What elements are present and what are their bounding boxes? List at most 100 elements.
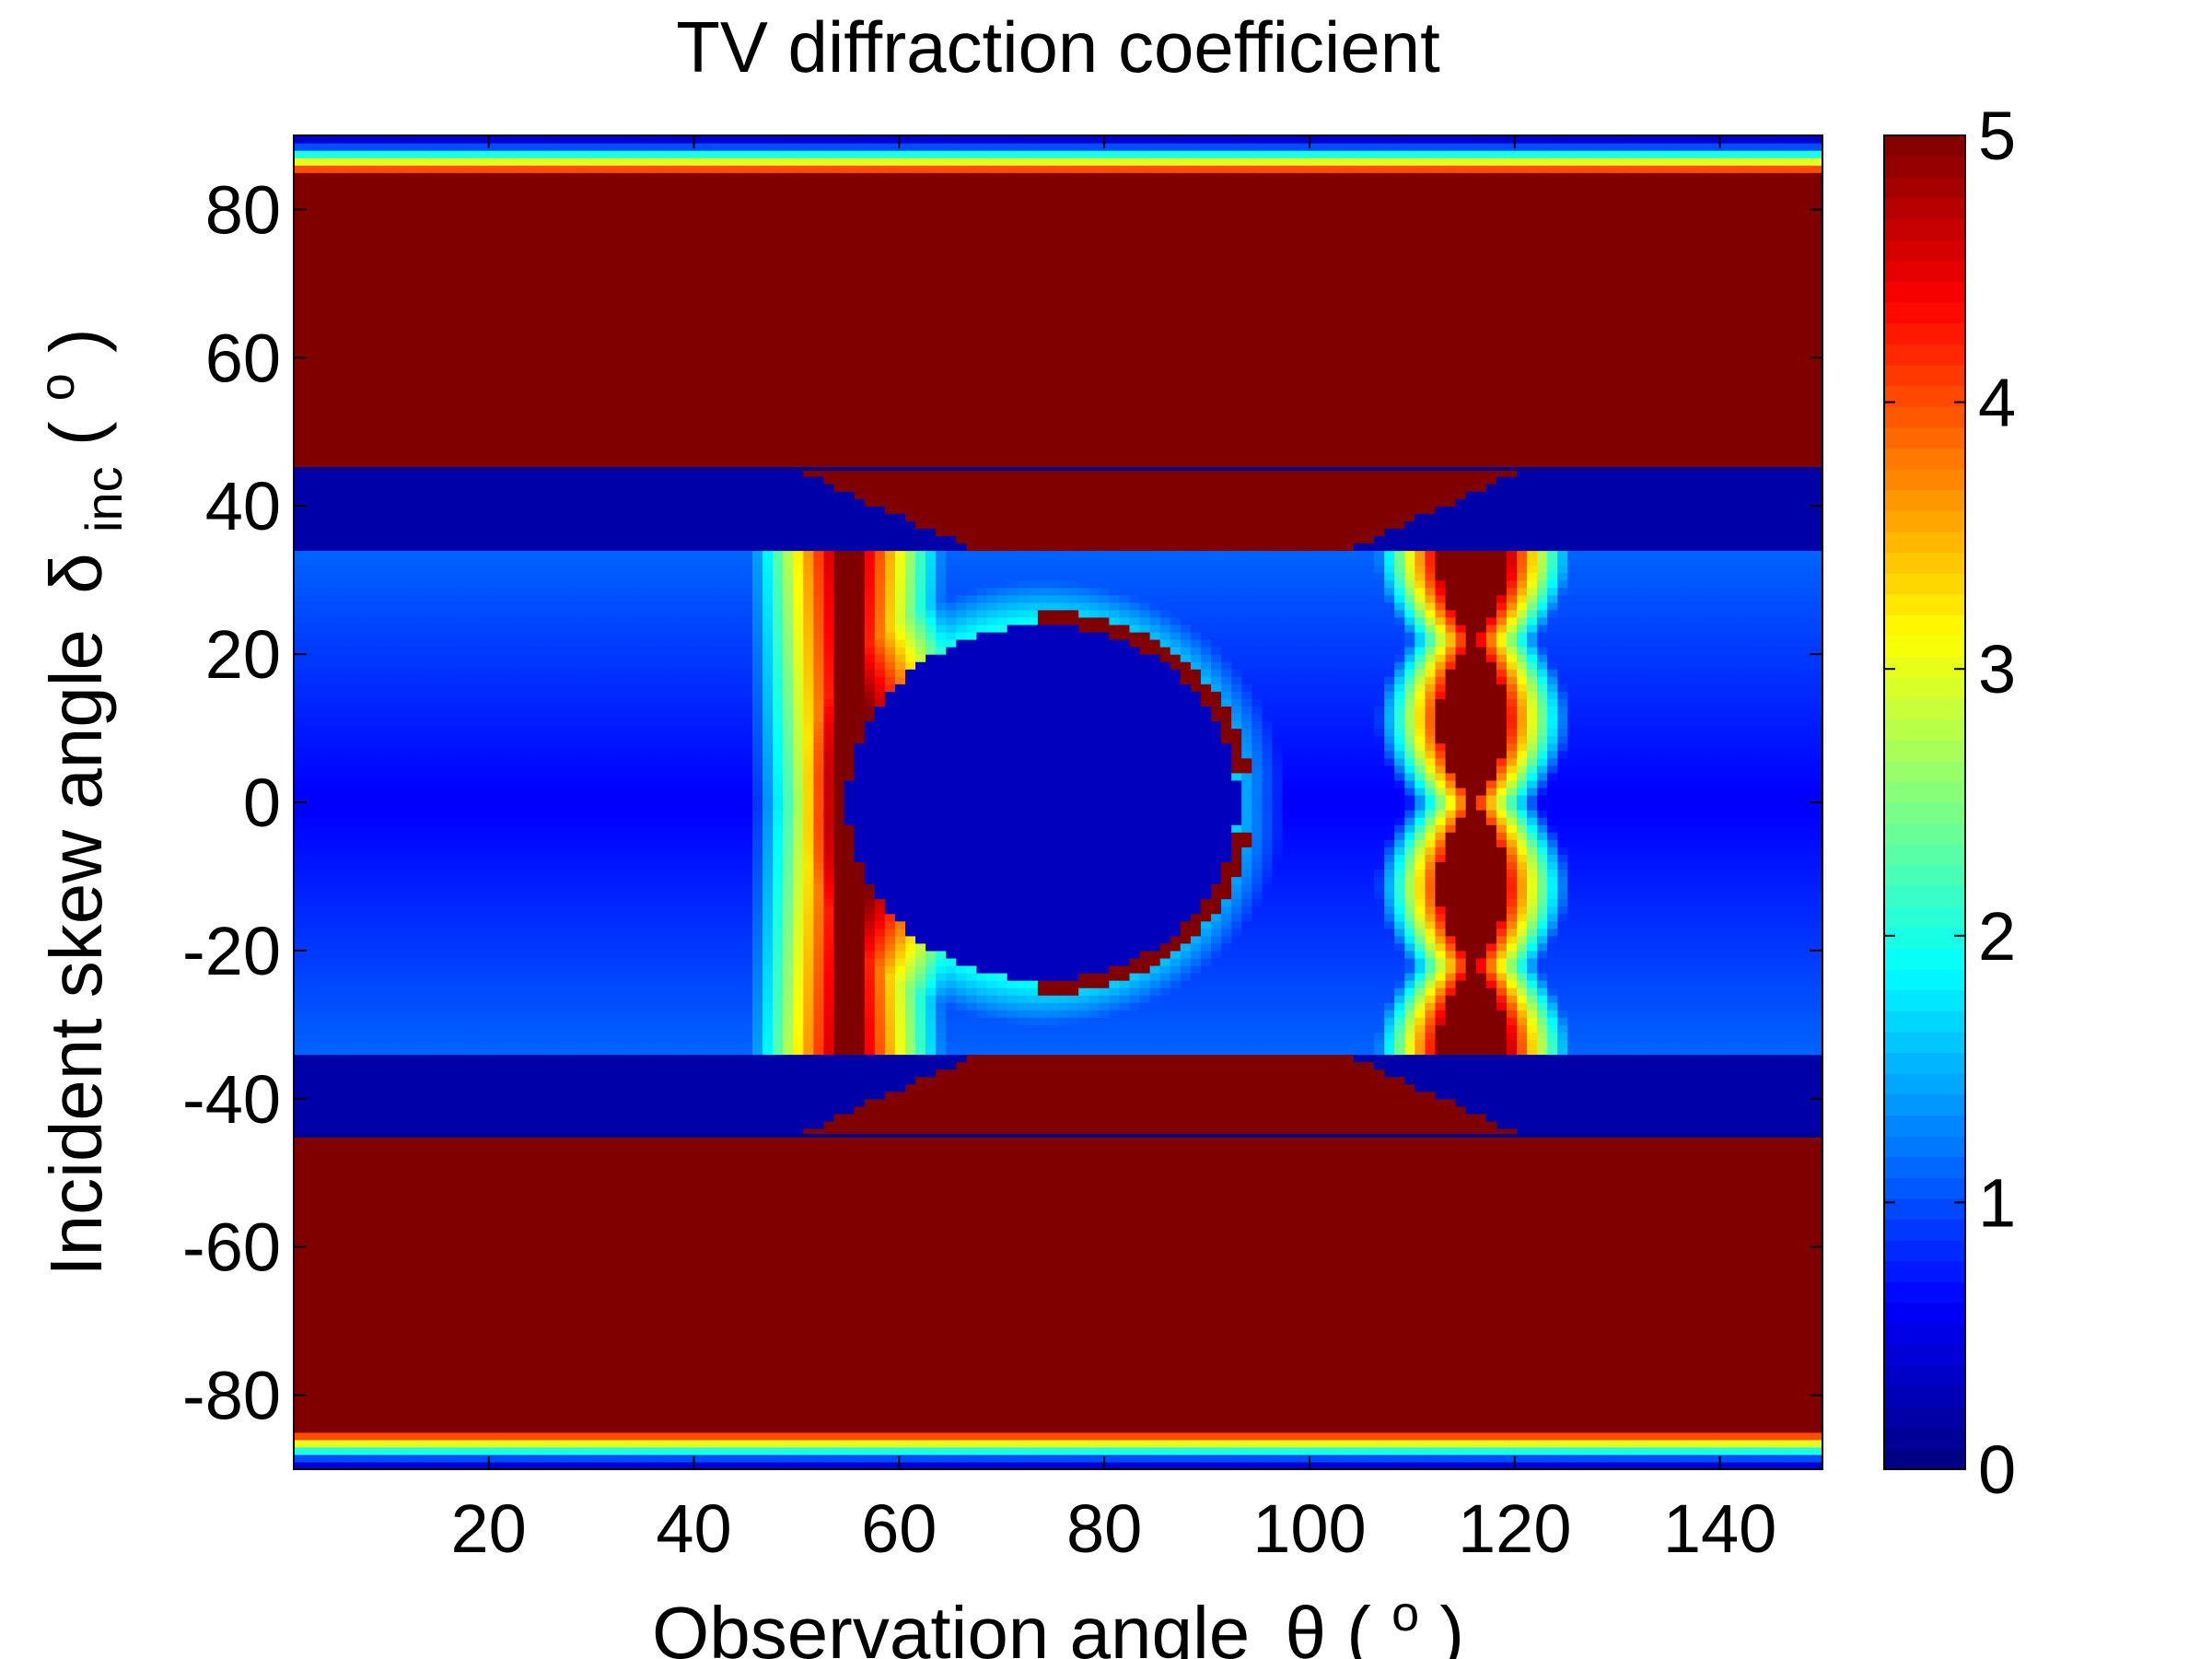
heatmap-cell [385, 691, 397, 699]
heatmap-cell [568, 987, 580, 996]
heatmap-cell [395, 1298, 407, 1307]
heatmap-cell [457, 1439, 468, 1448]
heatmap-cell [528, 765, 540, 774]
heatmap-cell [558, 802, 570, 811]
heatmap-cell [385, 1409, 397, 1419]
heatmap-cell [518, 246, 530, 255]
heatmap-cell [355, 150, 367, 158]
heatmap-cell [405, 602, 417, 611]
heatmap-cell [385, 290, 397, 299]
heatmap-cell [497, 1046, 508, 1056]
heatmap-cell [294, 602, 305, 611]
heatmap-cell [467, 1217, 478, 1226]
heatmap-cell [528, 1454, 540, 1463]
heatmap-cell [538, 810, 550, 818]
heatmap-cell [436, 779, 448, 789]
heatmap-cell [568, 1306, 580, 1314]
heatmap-cell [385, 1336, 397, 1344]
heatmap-cell [487, 409, 498, 418]
heatmap-cell [467, 446, 478, 455]
heatmap-cell [334, 1246, 345, 1256]
heatmap-cell [548, 431, 560, 440]
heatmap-cell [324, 268, 335, 277]
heatmap-cell [304, 676, 315, 684]
heatmap-cell [365, 239, 377, 248]
heatmap-cell [304, 609, 315, 618]
heatmap-cell [365, 1298, 377, 1307]
heatmap-cell [324, 1046, 335, 1056]
heatmap-cell [487, 847, 498, 855]
heatmap-cell [548, 194, 560, 203]
heatmap-cell [507, 350, 519, 358]
heatmap-cell [436, 1439, 448, 1448]
heatmap-cell [415, 476, 427, 485]
heatmap-cell [568, 557, 580, 567]
heatmap-cell [395, 676, 407, 684]
heatmap-cell [528, 602, 540, 611]
heatmap-cell [518, 683, 530, 692]
heatmap-cell [405, 1268, 417, 1278]
heatmap-cell [405, 513, 417, 521]
heatmap-cell [314, 1091, 325, 1100]
heatmap-cell [415, 1373, 427, 1382]
heatmap-cell [425, 1010, 437, 1018]
heatmap-cell [457, 290, 468, 299]
heatmap-cell [487, 1173, 498, 1181]
heatmap-cell [314, 187, 325, 195]
heatmap-cell [558, 498, 570, 507]
heatmap-cell [528, 883, 540, 893]
heatmap-cell [355, 431, 367, 440]
heatmap-cell [355, 676, 367, 684]
heatmap-cell [415, 409, 427, 418]
heatmap-cell [528, 394, 540, 403]
heatmap-cell [558, 1136, 570, 1144]
heatmap-cell [538, 1283, 550, 1292]
heatmap-cell [395, 1446, 407, 1455]
heatmap-cell [568, 1098, 580, 1107]
heatmap-cell [334, 224, 345, 233]
heatmap-cell [425, 1224, 437, 1233]
heatmap-cell [548, 854, 560, 862]
heatmap-cell [518, 609, 530, 618]
heatmap-cell [477, 810, 488, 818]
heatmap-cell [405, 765, 417, 774]
heatmap-cell [304, 883, 315, 893]
heatmap-cell [558, 484, 570, 492]
heatmap-cell [304, 1098, 315, 1107]
heatmap-cell [355, 957, 367, 966]
heatmap-cell [518, 321, 530, 329]
heatmap-cell [304, 1187, 315, 1196]
heatmap-cell [415, 253, 427, 263]
heatmap-cell [415, 387, 427, 396]
heatmap-cell [548, 275, 560, 285]
heatmap-cell [344, 973, 355, 981]
heatmap-cell [324, 409, 335, 418]
heatmap-cell [487, 779, 498, 789]
heatmap-cell [314, 602, 325, 611]
heatmap-cell [568, 484, 580, 492]
heatmap-cell [415, 832, 427, 840]
heatmap-cell [395, 1387, 407, 1396]
heatmap-cell [477, 794, 488, 803]
heatmap-cell [528, 1343, 540, 1351]
heatmap-cell [568, 1136, 580, 1144]
heatmap-cell [375, 431, 387, 440]
heatmap-cell [294, 1314, 305, 1322]
heatmap-cell [355, 158, 367, 166]
heatmap-cell [405, 1002, 417, 1011]
heatmap-cell [385, 409, 397, 418]
heatmap-cell [375, 676, 387, 684]
heatmap-cell [324, 1224, 335, 1233]
heatmap-cell [507, 661, 519, 670]
heatmap-cell [548, 579, 560, 589]
heatmap-cell [365, 720, 377, 730]
heatmap-cell [477, 372, 488, 381]
heatmap-cell [375, 1069, 387, 1078]
heatmap-cell [477, 1173, 488, 1181]
heatmap-cell [355, 365, 367, 374]
heatmap-cell [558, 246, 570, 255]
heatmap-cell [385, 1143, 397, 1151]
heatmap-cell [507, 424, 519, 433]
heatmap-cell [538, 484, 550, 492]
heatmap-cell [538, 394, 550, 403]
